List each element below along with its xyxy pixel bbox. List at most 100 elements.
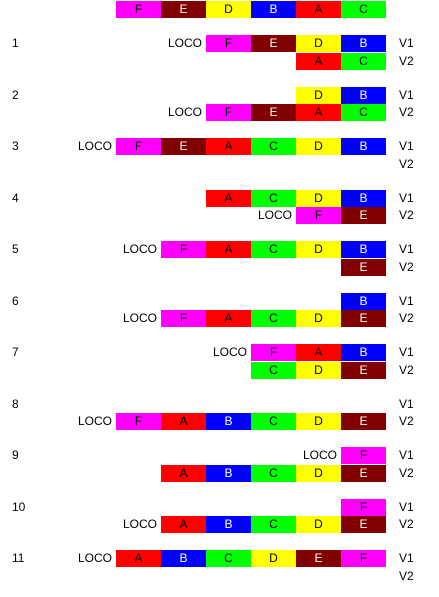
step-6-track-v2-label: V2 (399, 311, 414, 325)
step-10-number: 10 (12, 499, 26, 514)
step-11-v1-loco-label: LOCO (77, 551, 112, 565)
step-5-v1-wagon-b: B (341, 241, 386, 258)
step-10-v1-wagon-f: F (341, 498, 386, 516)
step-6-v2-wagon-c: C (251, 310, 296, 327)
step-3-number: 3 (12, 139, 19, 153)
step-3-track-v1-label: V1 (399, 139, 414, 153)
step-10-v2-wagon-e: E (341, 516, 386, 533)
step-11-number: 11 (12, 551, 25, 565)
step-7-v1-loco-label: LOCO (212, 345, 247, 359)
step-6-v1-wagon-b: B (341, 292, 386, 310)
step-11-v1-wagon-c: C (206, 550, 251, 567)
initial-wagon-f: F (116, 1, 161, 18)
step-4-v1-wagon-d: D (296, 189, 341, 207)
step-4-v1-wagon-a: A (206, 189, 251, 207)
step-11-track-v1-label: V1 (399, 551, 414, 565)
initial-wagon-e: E (161, 1, 206, 18)
step-11-v1-wagon-f: F (341, 550, 386, 567)
step-4-v2-loco-label: LOCO (257, 208, 292, 222)
step-8-v2-loco-label: LOCO (77, 414, 112, 428)
step-5-v1-wagon-f: F (161, 241, 206, 258)
step-9-v1-loco-label: LOCO (302, 448, 337, 462)
step-7-v2-wagon-d: D (296, 361, 341, 379)
step-3-v1-wagon-d: D (296, 138, 341, 155)
step-8-v2-wagon-c: C (251, 413, 296, 430)
step-7-track-v1-label: V1 (399, 345, 414, 359)
step-8-number: 8 (12, 396, 19, 411)
step-6-number: 6 (12, 293, 19, 308)
step-5-v1-wagon-c: C (251, 241, 296, 258)
step-1-v2-wagon-c: C (341, 52, 386, 70)
step-5-v1-loco-label: LOCO (122, 242, 157, 256)
step-10-v2-wagon-d: D (296, 516, 341, 533)
step-11-v1-wagon-e: E (296, 550, 341, 567)
step-5-number: 5 (12, 242, 19, 256)
step-8-track-v2-label: V2 (399, 414, 414, 428)
step-10-v2-wagon-c: C (251, 516, 296, 533)
step-6-track-v1-label: V1 (399, 293, 414, 308)
step-8-v2-wagon-b: B (206, 413, 251, 430)
step-5-v1-wagon-d: D (296, 241, 341, 258)
step-1-v1-wagon-b: B (341, 35, 386, 52)
step-9-v2-wagon-b: B (206, 464, 251, 482)
step-3-v1-wagon-e: E (161, 138, 206, 155)
step-3-v1-loco-label: LOCO (77, 139, 112, 153)
step-7-v2-wagon-e: E (341, 361, 386, 379)
step-7-v1-wagon-b: B (341, 344, 386, 361)
step-2-v2-wagon-a: A (296, 104, 341, 121)
step-2-v2-wagon-f: F (206, 104, 251, 121)
step-4-v1-wagon-b: B (341, 189, 386, 207)
step-6-v2-wagon-f: F (161, 310, 206, 327)
step-3-v1-wagon-b: B (341, 138, 386, 155)
step-9-v2-wagon-a: A (161, 464, 206, 482)
step-2-number: 2 (12, 87, 19, 102)
step-10-v2-loco-label: LOCO (122, 517, 157, 531)
step-7-track-v2-label: V2 (399, 362, 414, 377)
step-9-v1-wagon-f: F (341, 447, 386, 464)
initial-wagon-a: A (296, 1, 341, 18)
initial-wagon-b: B (251, 1, 296, 18)
step-10-v2-wagon-a: A (161, 516, 206, 533)
initial-wagon-d: D (206, 1, 251, 18)
step-11-v1-wagon-b: B (161, 550, 206, 567)
step-4-track-v1-label: V1 (399, 190, 414, 205)
step-4-v2-wagon-e: E (341, 207, 386, 224)
step-10-track-v1-label: V1 (399, 499, 414, 514)
step-2-track-v2-label: V2 (399, 105, 414, 119)
step-3-v1-wagon-c: C (251, 138, 296, 155)
step-6-v2-wagon-d: D (296, 310, 341, 327)
step-6-v2-wagon-e: E (341, 310, 386, 327)
step-10-v2-wagon-b: B (206, 516, 251, 533)
step-5-track-v2-label: V2 (399, 259, 414, 274)
step-8-v2-wagon-e: E (341, 413, 386, 430)
step-2-v1-wagon-d: D (296, 86, 341, 104)
step-7-v1-wagon-f: F (251, 344, 296, 361)
step-2-v2-wagon-e: E (251, 104, 296, 121)
step-2-track-v1-label: V1 (399, 87, 414, 102)
step-2-v2-loco-label: LOCO (167, 105, 202, 119)
step-8-track-v1-label: V1 (399, 396, 414, 411)
initial-wagon-c: C (341, 1, 386, 18)
step-6-v2-loco-label: LOCO (122, 311, 157, 325)
step-2-v1-wagon-b: B (341, 86, 386, 104)
step-1-number: 1 (12, 36, 19, 50)
step-11-track-v2-label: V2 (399, 568, 414, 583)
step-5-v2-wagon-e: E (341, 258, 386, 276)
step-6-v2-wagon-a: A (206, 310, 251, 327)
step-9-track-v1-label: V1 (399, 448, 414, 462)
step-1-v1-wagon-e: E (251, 35, 296, 52)
step-3-v1-wagon-a: A (206, 138, 251, 155)
step-1-v1-wagon-d: D (296, 35, 341, 52)
step-8-v2-wagon-a: A (161, 413, 206, 430)
step-3-v1-wagon-f: F (116, 138, 161, 155)
step-9-v2-wagon-e: E (341, 464, 386, 482)
step-8-v2-wagon-d: D (296, 413, 341, 430)
step-8-v2-wagon-f: F (116, 413, 161, 430)
step-11-v1-wagon-d: D (251, 550, 296, 567)
step-3-track-v2-label: V2 (399, 156, 414, 171)
step-5-v1-wagon-a: A (206, 241, 251, 258)
step-9-v2-wagon-c: C (251, 464, 296, 482)
step-2-v2-wagon-c: C (341, 104, 386, 121)
step-4-track-v2-label: V2 (399, 208, 414, 222)
